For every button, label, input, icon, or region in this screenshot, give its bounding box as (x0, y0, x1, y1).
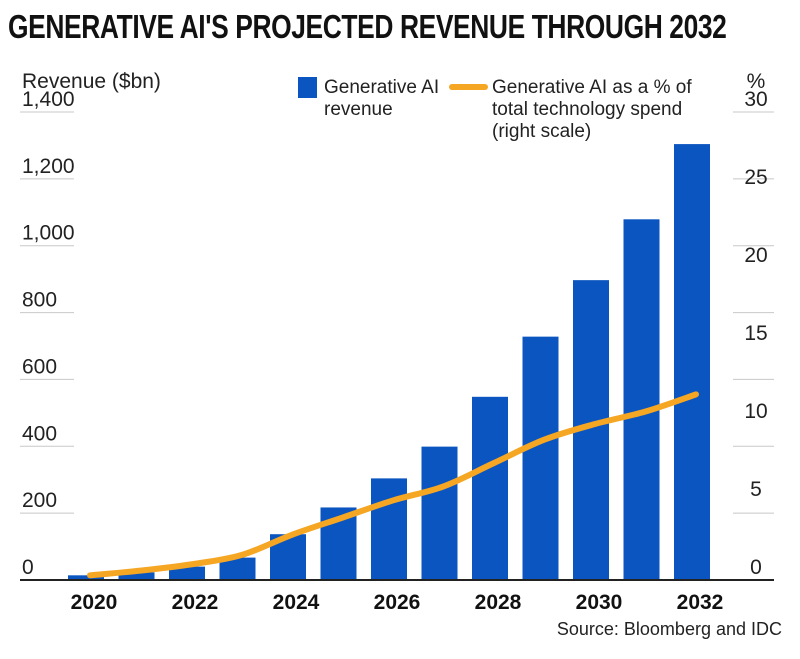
gridlines (20, 111, 774, 514)
chart-title: GENERATIVE AI'S PROJECTED REVENUE THROUG… (8, 8, 727, 45)
left-tick-label: 600 (22, 355, 57, 378)
x-tick-label: 2020 (71, 591, 118, 614)
source-note: Source: Bloomberg and IDC (557, 619, 782, 639)
bar-2028 (472, 396, 508, 580)
left-tick-label: 200 (22, 489, 57, 512)
right-tick-label: 0 (750, 556, 762, 579)
bar-2029 (522, 336, 559, 580)
bar-2020 (68, 575, 104, 580)
left-tick-label: 0 (22, 556, 34, 579)
left-tick-label: 800 (22, 289, 57, 312)
x-tick-label: 2028 (475, 591, 522, 614)
x-tick-label: 2032 (677, 591, 724, 614)
legend-bar-label: Generative AI revenue (324, 77, 439, 120)
right-tick-label: 10 (744, 400, 767, 423)
percent-line (87, 391, 699, 579)
left-tick-label: 1,400 (22, 88, 75, 111)
left-tick-label: 1,000 (22, 222, 75, 245)
left-tick-label: 400 (22, 422, 57, 445)
right-tick-label: 20 (744, 244, 767, 267)
right-axis-label: % (747, 70, 766, 93)
legend-line-label: Generative AI as a % of total technology … (492, 77, 692, 142)
x-tick-label: 2030 (576, 591, 623, 614)
bar-2031 (623, 219, 660, 580)
right-tick-label: 5 (750, 478, 762, 501)
right-tick-label: 30 (744, 88, 767, 111)
left-axis-label: Revenue ($bn) (22, 70, 161, 93)
bar-2027 (421, 446, 458, 580)
bar-2022 (169, 566, 205, 580)
legend-bar-swatch (298, 77, 317, 98)
left-y-ticks: 0 200 400 600 800 1,000 1,200 1,400 (22, 88, 75, 579)
legend: Generative AI revenue Generative AI as a … (298, 77, 692, 142)
right-y-ticks: 0 5 10 15 20 25 30 (744, 88, 767, 579)
bar-2021 (118, 572, 155, 580)
right-tick-label: 25 (744, 166, 767, 189)
bar-2026 (371, 478, 407, 580)
x-tick-label: 2022 (172, 591, 219, 614)
left-tick-label: 1,200 (22, 155, 75, 178)
bar-2023 (219, 557, 256, 580)
x-tick-label: 2026 (374, 591, 421, 614)
x-tick-label: 2024 (273, 591, 320, 614)
x-ticks: 2020 2022 2024 2026 2028 2030 2032 (71, 591, 724, 614)
bar-series (68, 144, 710, 580)
right-tick-label: 15 (744, 322, 767, 345)
bar-2032 (674, 144, 710, 580)
